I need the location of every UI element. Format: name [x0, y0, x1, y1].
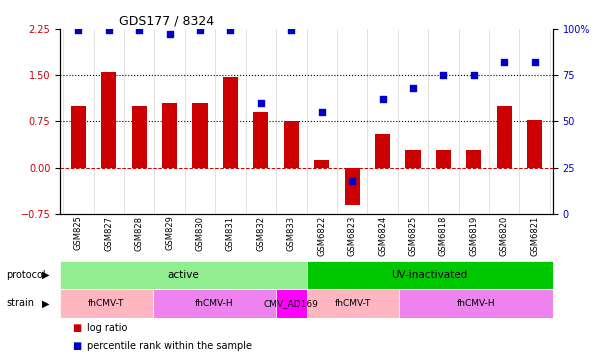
- Text: ■: ■: [72, 341, 81, 351]
- Text: protocol: protocol: [6, 270, 46, 280]
- Text: ■: ■: [72, 323, 81, 333]
- Text: GDS177 / 8324: GDS177 / 8324: [119, 14, 215, 27]
- Text: fhCMV-H: fhCMV-H: [195, 299, 233, 308]
- Bar: [284, 121, 299, 168]
- Text: log ratio: log ratio: [87, 323, 127, 333]
- Bar: [132, 106, 147, 168]
- FancyBboxPatch shape: [307, 289, 399, 318]
- FancyBboxPatch shape: [399, 289, 553, 318]
- Text: CMV_AD169: CMV_AD169: [264, 299, 319, 308]
- Point: [73, 27, 83, 33]
- Bar: [162, 103, 177, 168]
- Point: [317, 109, 326, 115]
- Bar: [496, 106, 512, 168]
- Text: fhCMV-T: fhCMV-T: [88, 299, 124, 308]
- Text: fhCMV-H: fhCMV-H: [457, 299, 495, 308]
- Bar: [527, 120, 542, 168]
- Text: UV-inactivated: UV-inactivated: [392, 270, 468, 280]
- Text: strain: strain: [6, 298, 34, 308]
- Point: [347, 178, 357, 183]
- Point: [135, 27, 144, 33]
- FancyBboxPatch shape: [153, 289, 276, 318]
- FancyBboxPatch shape: [60, 289, 153, 318]
- Point: [408, 85, 418, 91]
- Bar: [192, 103, 207, 168]
- Point: [195, 27, 205, 33]
- Bar: [466, 150, 481, 168]
- Point: [530, 59, 540, 65]
- Text: ▶: ▶: [42, 270, 49, 280]
- Point: [225, 27, 235, 33]
- Text: active: active: [168, 270, 199, 280]
- Point: [287, 27, 296, 33]
- Text: ▶: ▶: [42, 298, 49, 308]
- Bar: [101, 72, 117, 168]
- Point: [499, 59, 509, 65]
- Bar: [223, 77, 238, 168]
- Point: [469, 72, 478, 78]
- Point: [378, 96, 388, 102]
- Text: fhCMV-T: fhCMV-T: [335, 299, 371, 308]
- Text: percentile rank within the sample: percentile rank within the sample: [87, 341, 252, 351]
- FancyBboxPatch shape: [307, 261, 553, 289]
- Bar: [314, 160, 329, 168]
- Bar: [344, 168, 360, 205]
- Bar: [436, 150, 451, 168]
- Point: [104, 27, 114, 33]
- Bar: [375, 134, 390, 168]
- FancyBboxPatch shape: [60, 261, 307, 289]
- Point: [256, 100, 266, 106]
- Bar: [253, 112, 269, 168]
- Bar: [406, 150, 421, 168]
- Point: [165, 31, 174, 37]
- Point: [439, 72, 448, 78]
- Bar: [71, 106, 86, 168]
- FancyBboxPatch shape: [276, 289, 307, 318]
